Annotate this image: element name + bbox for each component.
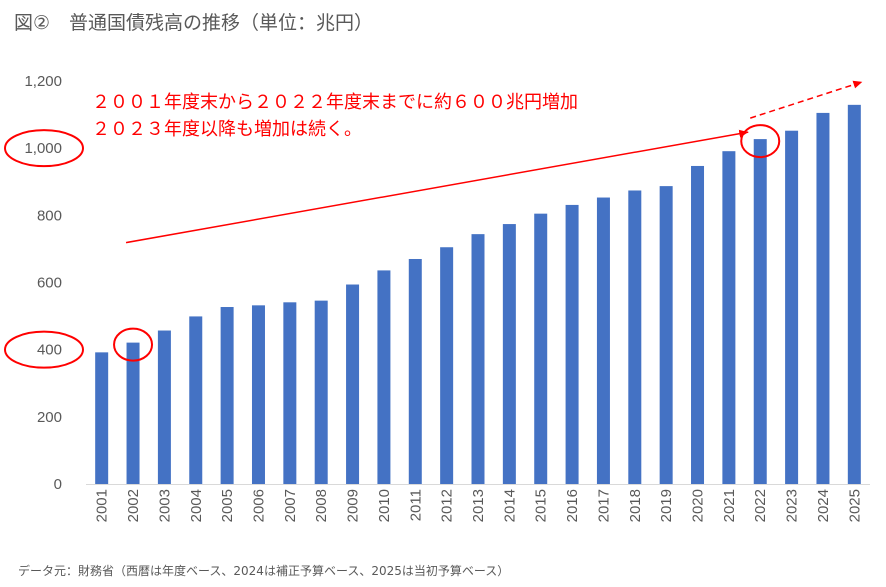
- bar-2006: [251, 305, 265, 484]
- x-tick-label: 2018: [627, 489, 644, 522]
- bar-2019: [659, 186, 673, 484]
- x-tick-label: 2015: [533, 489, 550, 522]
- x-tick-label: 2002: [125, 489, 142, 522]
- annotation-line-1: ２００１年度末から２０２２年度末までに約６００兆円増加: [92, 92, 578, 113]
- x-tick-label: 2014: [501, 489, 518, 522]
- x-tick-label: 2022: [752, 489, 769, 522]
- highlight-circle-ytick-400: [4, 330, 84, 369]
- x-tick-label: 2005: [219, 489, 236, 522]
- source-note: データ元：財務省（西暦は年度ベース、2024は補正予算ベース、2025は当初予算…: [18, 564, 510, 578]
- bar-2022: [753, 139, 767, 484]
- bar-2017: [596, 197, 610, 484]
- bar-2005: [220, 307, 234, 484]
- trend-arrows: [125, 80, 863, 244]
- bar-2025: [847, 104, 861, 484]
- x-tick-label: 2010: [376, 489, 393, 522]
- y-tick-label: 600: [37, 275, 62, 292]
- bar-2007: [283, 302, 297, 484]
- bar-2004: [189, 316, 203, 484]
- x-tick-label: 2020: [690, 489, 707, 522]
- x-tick-label: 2025: [846, 489, 863, 522]
- bar-2012: [440, 247, 454, 484]
- x-tick-label: 2019: [658, 489, 675, 522]
- bar-2020: [691, 165, 705, 485]
- chart-title: 図② 普通国債残高の推移（単位：兆円）: [14, 12, 374, 34]
- highlight-circle-bar-2002: [113, 327, 154, 362]
- highlight-circles: [4, 124, 781, 369]
- y-tick-label: 200: [37, 409, 62, 426]
- bar-2009: [346, 284, 360, 484]
- x-tick-label: 2013: [470, 489, 487, 522]
- x-tick-label: 2006: [250, 489, 267, 522]
- bar-2016: [565, 204, 579, 485]
- bar-2008: [314, 300, 328, 484]
- highlight-circle-bar-2022: [740, 124, 781, 159]
- x-tick-label: 2008: [313, 489, 330, 522]
- x-tick-label: 2001: [94, 489, 111, 522]
- x-tick-label: 2017: [595, 489, 612, 522]
- bar-2001: [95, 352, 109, 484]
- y-tick-label: 1,200: [24, 73, 62, 90]
- y-axis: 0 200 400 600 800 1,000 1,200: [24, 73, 62, 493]
- bar-2015: [534, 213, 548, 484]
- x-tick-label: 2021: [721, 489, 738, 522]
- highlight-circle-ytick-1000: [4, 129, 84, 168]
- y-tick-label: 0: [54, 476, 62, 493]
- x-tick-label: 2012: [439, 489, 456, 522]
- x-tick-label: 2011: [407, 489, 424, 521]
- x-tick-label: 2007: [282, 489, 299, 522]
- y-tick-label: 400: [37, 342, 62, 359]
- trend-arrow-solid: [125, 129, 749, 244]
- bar-2023: [785, 130, 799, 484]
- bar-2002: [126, 342, 140, 484]
- bar-2021: [722, 151, 736, 485]
- x-tick-label: 2024: [815, 489, 832, 522]
- x-tick-label: 2004: [188, 489, 205, 522]
- bar-2018: [628, 190, 642, 484]
- bar-2013: [471, 234, 485, 484]
- trend-arrow-dashed: [750, 80, 863, 119]
- bar-series: [95, 104, 861, 485]
- x-tick-label: 2003: [156, 489, 173, 522]
- bar-2024: [816, 112, 830, 484]
- bar-2014: [502, 224, 516, 484]
- x-tick-label: 2016: [564, 489, 581, 522]
- x-axis: 2001 2002 2003 2004 2005 2006 2007 2008 2009 2010…: [86, 484, 870, 522]
- y-tick-label: 800: [37, 207, 62, 224]
- y-tick-label: 1,000: [24, 140, 62, 157]
- x-tick-label: 2023: [784, 489, 801, 522]
- bar-2003: [157, 330, 171, 484]
- x-tick-label: 2009: [345, 489, 362, 522]
- bar-2010: [377, 270, 391, 484]
- bar-2011: [408, 258, 422, 484]
- annotation-line-2: ２０２３年度以降も増加は続く。: [92, 119, 362, 140]
